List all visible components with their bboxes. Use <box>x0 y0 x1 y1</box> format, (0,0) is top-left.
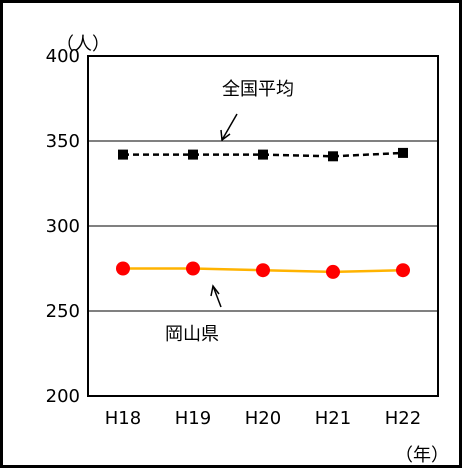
data-point <box>256 263 270 278</box>
data-point <box>326 264 340 279</box>
arrow-okayama <box>210 284 222 308</box>
data-point <box>118 149 128 160</box>
data-point <box>186 261 200 276</box>
data-point <box>328 151 338 162</box>
y-tick-label: 300 <box>46 216 80 237</box>
y-tick-label: 400 <box>46 46 80 67</box>
series-0 <box>118 147 408 162</box>
y-tick-label: 250 <box>46 301 80 322</box>
x-tick-label: H18 <box>105 408 141 429</box>
x-axis-tick-labels: H18 H19 H20 H21 H22 <box>105 408 421 429</box>
data-point <box>188 149 198 160</box>
series-1 <box>116 261 410 279</box>
x-tick-label: H22 <box>385 408 421 429</box>
x-axis-unit-label: （年） <box>395 445 449 466</box>
y-axis-unit-label: （人） <box>56 34 110 55</box>
x-tick-label: H20 <box>245 408 281 429</box>
grid-lines <box>88 140 438 312</box>
x-tick-label: H19 <box>175 408 211 429</box>
data-point <box>396 263 410 278</box>
data-point <box>258 149 268 160</box>
series-label-okayama: 岡山県 <box>165 324 219 345</box>
y-tick-label: 200 <box>46 386 80 407</box>
x-tick-label: H21 <box>315 408 351 429</box>
data-point <box>398 147 408 158</box>
y-axis-tick-labels: 200 250 300 350 400 <box>46 46 80 407</box>
y-tick-label: 350 <box>46 131 80 152</box>
plot-area-border <box>87 55 439 397</box>
series-layer <box>116 147 410 279</box>
data-point <box>116 261 130 276</box>
arrow-national-average <box>220 113 238 142</box>
series-label-national-average: 全国平均 <box>222 79 294 100</box>
